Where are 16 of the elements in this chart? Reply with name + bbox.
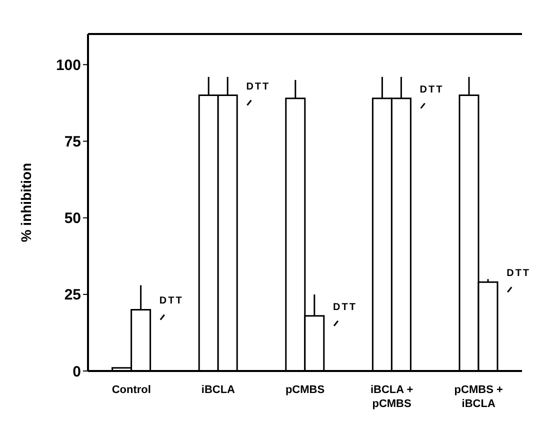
x-tick-label: Control xyxy=(112,384,151,396)
x-tick-label: pCMBS + iBCLA xyxy=(454,384,503,410)
y-tick-label: 25 xyxy=(64,286,81,304)
annotation: DTT xyxy=(246,81,270,92)
y-tick-label: 75 xyxy=(64,134,81,151)
annotation: DTT xyxy=(506,268,531,280)
annotation: DTT xyxy=(333,302,357,313)
y-tick-label: 100 xyxy=(56,56,81,74)
x-tick-label: iBCLA xyxy=(201,384,236,396)
y-axis-title: % inhibition xyxy=(18,162,34,242)
y-tick-label: 50 xyxy=(64,210,81,228)
annotation: DTT xyxy=(159,296,184,307)
annotation: DTT xyxy=(420,84,444,96)
y-tick-label: 0 xyxy=(72,363,81,380)
x-tick-label: iBCLA + pCMBS xyxy=(370,384,414,410)
x-tick-label: pCMBS xyxy=(285,384,325,396)
